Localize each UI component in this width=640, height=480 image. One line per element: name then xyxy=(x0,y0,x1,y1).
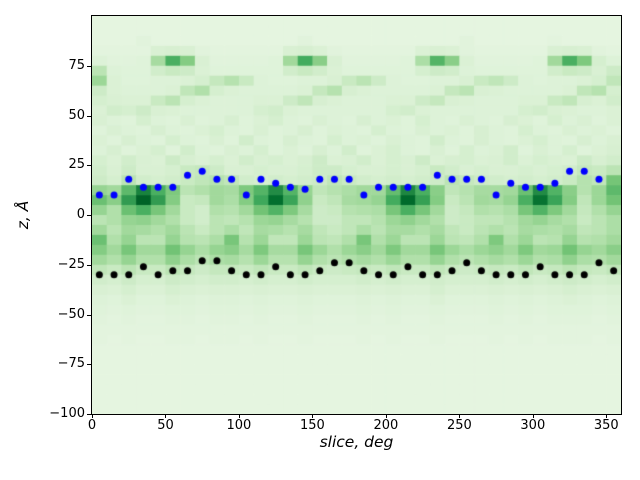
y-tick-mark xyxy=(87,65,91,67)
x-tick-mark xyxy=(238,414,240,418)
x-tick-label: 300 xyxy=(520,418,546,433)
y-tick-label: 25 xyxy=(68,157,85,173)
x-tick-mark xyxy=(459,414,461,418)
x-tick-label: 200 xyxy=(373,418,399,433)
y-tick-mark xyxy=(87,414,91,415)
y-tick-mark xyxy=(87,364,91,366)
x-tick-mark xyxy=(92,414,93,418)
y-tick-mark xyxy=(87,314,91,316)
y-tick-label: −75 xyxy=(57,356,85,372)
heatmap-canvas xyxy=(92,16,621,414)
y-tick-mark xyxy=(87,264,91,266)
x-tick-mark xyxy=(165,414,167,418)
x-tick-label: 50 xyxy=(157,418,174,433)
x-tick-mark xyxy=(385,414,387,418)
y-tick-mark xyxy=(87,165,91,167)
plot-area xyxy=(91,15,622,415)
x-tick-mark xyxy=(532,414,534,418)
x-tick-label: 150 xyxy=(299,418,325,433)
y-tick-label: −100 xyxy=(49,406,85,421)
y-tick-label: −25 xyxy=(57,256,85,272)
y-tick-mark xyxy=(87,115,91,117)
y-tick-label: −50 xyxy=(57,306,85,322)
y-tick-label: 75 xyxy=(68,57,85,73)
x-tick-mark xyxy=(312,414,314,418)
x-tick-label: 350 xyxy=(593,418,619,433)
x-tick-label: 100 xyxy=(226,418,252,433)
x-axis-label: slice, deg xyxy=(319,433,394,451)
x-tick-label: 250 xyxy=(446,418,472,433)
y-tick-label: 50 xyxy=(68,107,85,123)
y-axis-label: z, Å xyxy=(14,200,32,230)
x-tick-mark xyxy=(606,414,608,418)
y-tick-mark xyxy=(87,215,91,216)
x-tick-label: 0 xyxy=(87,418,97,433)
y-tick-label: 0 xyxy=(76,207,85,222)
